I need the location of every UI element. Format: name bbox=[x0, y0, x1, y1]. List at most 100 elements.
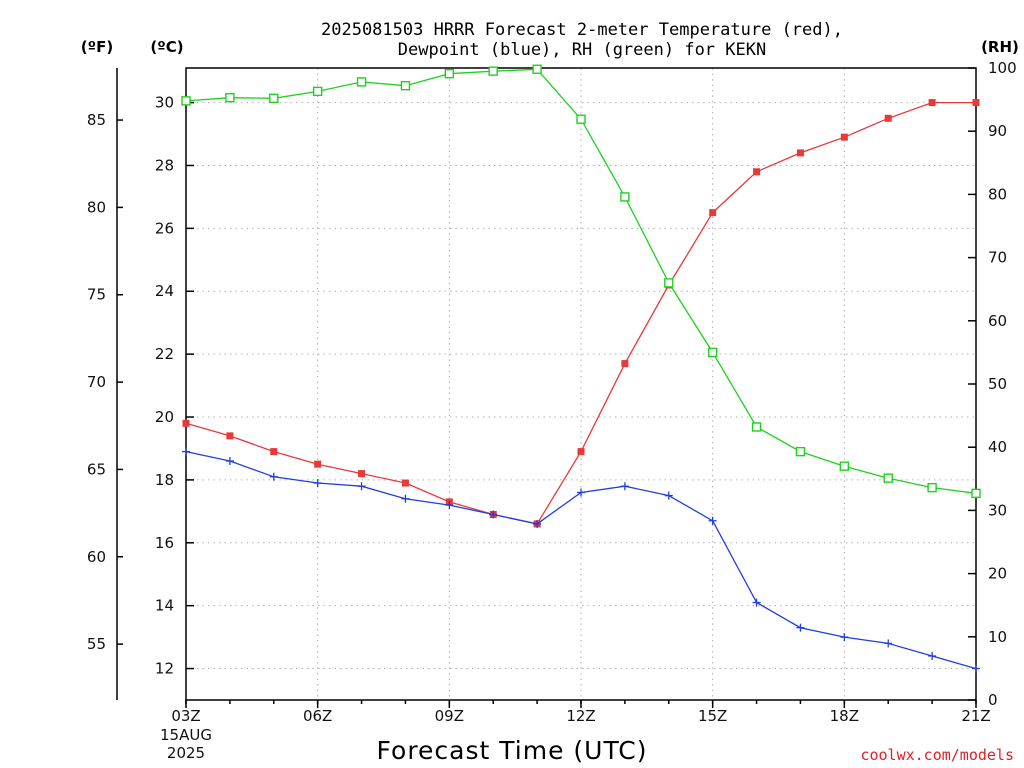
temperature-point bbox=[709, 209, 717, 217]
rh-point bbox=[620, 192, 630, 202]
rh-tick-label: 20 bbox=[988, 565, 1007, 583]
date-label-day: 15AUG bbox=[160, 726, 212, 744]
rh-point bbox=[181, 96, 191, 106]
temperature-point bbox=[928, 99, 936, 107]
temperature-point bbox=[796, 149, 804, 157]
rh-point bbox=[971, 488, 981, 499]
rh-point bbox=[927, 482, 937, 493]
c-tick-label: 24 bbox=[155, 282, 174, 300]
rh-point bbox=[576, 114, 586, 124]
rh-point bbox=[532, 64, 542, 74]
rh-tick-label: 100 bbox=[988, 59, 1017, 77]
dewpoint-point bbox=[357, 482, 366, 491]
c-tick-label: 18 bbox=[155, 471, 174, 489]
f-tick-label: 75 bbox=[87, 286, 106, 304]
c-tick-label: 12 bbox=[155, 660, 174, 678]
c-tick-label: 16 bbox=[155, 534, 174, 552]
rh-point bbox=[751, 422, 762, 432]
f-tick-label: 65 bbox=[87, 460, 106, 478]
temperature-point bbox=[182, 419, 190, 427]
rh-point bbox=[444, 68, 455, 79]
f-tick-label: 55 bbox=[87, 635, 106, 653]
temperature-point bbox=[314, 460, 322, 468]
dewpoint-point bbox=[577, 488, 585, 497]
dewpoint-point bbox=[884, 639, 893, 648]
dewpoint-point bbox=[664, 491, 673, 500]
rh-point bbox=[883, 473, 893, 483]
rh-point bbox=[269, 93, 279, 104]
dewpoint-point bbox=[533, 519, 542, 528]
rh-point bbox=[225, 93, 235, 103]
f-tick-label: 85 bbox=[87, 111, 106, 129]
temperature-point bbox=[401, 479, 409, 487]
dewpoint-point bbox=[489, 510, 498, 519]
rh-tick-label: 40 bbox=[988, 438, 1007, 456]
dewpoint-point bbox=[752, 598, 761, 607]
dewpoint-point bbox=[972, 664, 980, 673]
celsius-unit-label: (ºC) bbox=[150, 38, 183, 56]
rh-point bbox=[707, 347, 718, 358]
chart-title-line-1: 2025081503 HRRR Forecast 2-meter Tempera… bbox=[321, 20, 843, 40]
rh-unit-label: (RH) bbox=[981, 38, 1019, 56]
c-tick-label: 22 bbox=[155, 345, 174, 363]
x-tick-label: 18Z bbox=[830, 707, 859, 725]
temperature-point bbox=[358, 470, 366, 478]
c-tick-label: 28 bbox=[155, 156, 174, 174]
rh-tick-label: 70 bbox=[988, 249, 1007, 267]
temperature-point bbox=[621, 360, 629, 368]
date-label-year: 2025 bbox=[167, 744, 205, 762]
rh-tick-label: 60 bbox=[988, 312, 1007, 330]
dewpoint-point bbox=[269, 472, 278, 481]
temperature-point bbox=[270, 448, 278, 456]
x-tick-label: 03Z bbox=[171, 707, 200, 725]
x-tick-label: 12Z bbox=[566, 707, 595, 725]
rh-point bbox=[488, 66, 498, 76]
dewpoint-point bbox=[225, 457, 234, 466]
c-tick-label: 30 bbox=[155, 94, 174, 112]
rh-point bbox=[664, 278, 674, 288]
rh-point bbox=[400, 80, 411, 91]
dewpoint-point bbox=[313, 479, 322, 488]
rh-point bbox=[795, 446, 806, 457]
x-tick-label: 21Z bbox=[961, 707, 990, 725]
credit-label: coolwx.com/models bbox=[860, 746, 1014, 764]
series-layer bbox=[181, 64, 981, 673]
dewpoint-point bbox=[401, 494, 410, 503]
dewpoint-line bbox=[185, 450, 977, 670]
rh-line bbox=[185, 68, 977, 494]
grid-lines bbox=[186, 68, 976, 700]
dewpoint-point bbox=[445, 501, 454, 510]
rh-tick-label: 10 bbox=[988, 628, 1007, 646]
c-tick-label: 14 bbox=[155, 597, 174, 615]
dewpoint-point bbox=[620, 482, 629, 491]
rh-point bbox=[312, 86, 323, 97]
rh-tick-label: 90 bbox=[988, 122, 1007, 140]
c-tick-label: 26 bbox=[155, 219, 174, 237]
axis-ticks: 03Z 06Z 09Z 12Z 15Z 18Z 21Z 12 14 16 18 20 22 24 26 28 3… bbox=[87, 59, 1017, 725]
chart-title-line-2: Dewpoint (blue), RH (green) for KEKN bbox=[398, 40, 766, 60]
dewpoint-point bbox=[796, 623, 805, 632]
x-axis-label: Forecast Time (UTC) bbox=[377, 736, 648, 765]
x-tick-label: 15Z bbox=[698, 707, 727, 725]
c-tick-label: 20 bbox=[155, 408, 174, 426]
rh-tick-label: 50 bbox=[988, 375, 1007, 393]
x-tick-label: 09Z bbox=[435, 707, 464, 725]
temperature-point bbox=[972, 99, 980, 107]
f-tick-label: 70 bbox=[87, 373, 106, 391]
rh-point bbox=[839, 461, 850, 471]
rh-point bbox=[356, 77, 367, 87]
dewpoint-point bbox=[840, 633, 849, 642]
dewpoint-point bbox=[928, 651, 937, 660]
fahrenheit-unit-label: (ºF) bbox=[81, 38, 113, 56]
temperature-point bbox=[753, 168, 761, 176]
temperature-point bbox=[884, 114, 892, 122]
temperature-point bbox=[577, 448, 585, 456]
x-tick-label: 06Z bbox=[303, 707, 332, 725]
rh-tick-label: 80 bbox=[988, 185, 1007, 203]
dewpoint-point bbox=[708, 516, 717, 525]
f-tick-label: 80 bbox=[87, 198, 106, 216]
rh-tick-label: 0 bbox=[988, 691, 998, 709]
temperature-point bbox=[226, 432, 234, 440]
temperature-point bbox=[840, 133, 848, 141]
